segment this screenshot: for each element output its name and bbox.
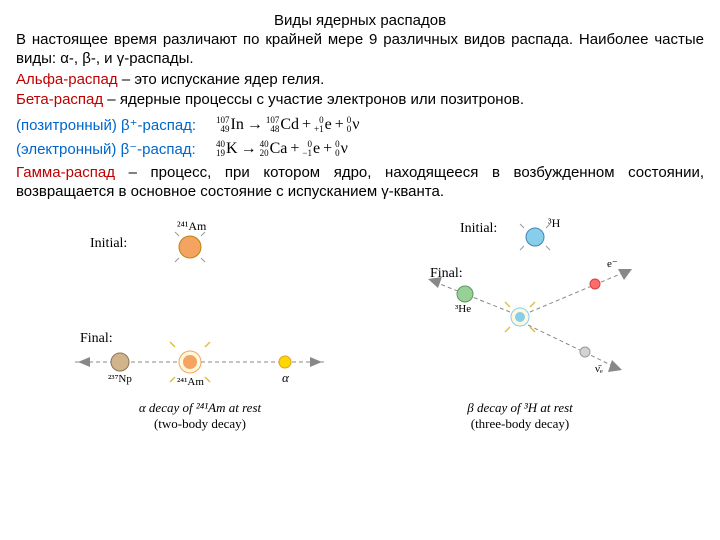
d1-am-initial [175,232,205,262]
d2-e-label: e⁻ [607,258,618,270]
d2-nu-label: ν̄ₑ [595,363,603,375]
d1-initial-nuc: ²⁴¹Am [177,219,207,233]
page-title: Виды ядерных распадов [16,12,704,29]
intro-para: В настоящее время различают по крайней м… [16,31,704,69]
d2-neutrino [580,347,590,357]
d1-final-label: Final: [80,331,113,346]
gamma-label: Гамма-распад [16,164,115,181]
alpha-para: Альфа-распад – это испускание ядер гелия… [16,71,704,90]
beta-label: Бета-распад [16,91,103,108]
alpha-label: Альфа-распад [16,71,118,88]
d2-h3 [526,228,544,246]
gamma-para: Гамма-распад – процесс, при котором ядро… [16,164,704,202]
beta-text: – ядерные процессы с участие электронов … [103,91,524,108]
d1-np [111,353,129,371]
eq1: 10749In → 10748Cd + 0+1e + 00ν [216,116,359,134]
d1-np-label: ²³⁷Np [108,373,132,385]
beta-para: Бета-распад – ядерные процессы с участие… [16,91,704,110]
equation-2-row: (электронный) β⁻-распад: 4019K → 4020Ca … [16,140,704,158]
beta-decay-diagram: Initial: ³H Final: ³He e⁻ ν̄ₑ β decay of… [370,212,670,437]
eq1-label: (позитронный) β⁺-распад: [16,116,216,134]
diagrams-row: Initial: ²⁴¹Am Final: ²³⁷Np ²⁴¹Am α α de… [16,212,704,437]
d1-am-label: ²⁴¹Am [177,376,204,388]
d2-initial-label: Initial: [460,221,497,236]
eq2: 4019K → 4020Ca + 0−1e + 00ν [216,140,348,158]
alpha-decay-diagram: Initial: ²⁴¹Am Final: ²³⁷Np ²⁴¹Am α α de… [50,212,350,437]
d2-electron [590,279,600,289]
d1-alpha-label: α [282,370,290,385]
eq2-label: (электронный) β⁻-распад: [16,140,216,158]
gamma-text: – процесс, при котором ядро, находящееся… [16,164,704,200]
equation-1-row: (позитронный) β⁺-распад: 10749In → 10748… [16,116,704,134]
d2-he [457,286,473,302]
d2-caption1: β decay of ³H at rest [466,400,573,415]
d1-caption2: (two-body decay) [154,416,246,431]
alpha-text: – это испускание ядер гелия. [118,71,325,88]
d2-caption2: (three-body decay) [471,416,570,431]
d1-initial-label: Initial: [90,236,127,251]
d1-alpha [279,356,291,368]
d2-initial-nuc: ³H [548,216,561,230]
d2-he-label: ³He [455,303,471,315]
d1-caption1: α decay of ²⁴¹Am at rest [139,400,262,415]
